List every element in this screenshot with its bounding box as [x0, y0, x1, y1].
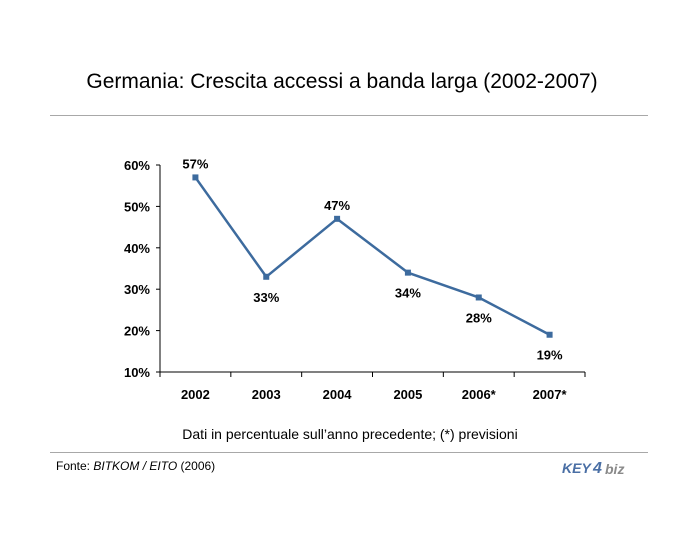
y-tick-label: 10%: [124, 365, 150, 380]
logo-text-biz: biz: [605, 461, 624, 477]
x-tick-label: 2005: [393, 387, 422, 402]
data-point: [475, 294, 482, 301]
x-tick-label: 2003: [252, 387, 281, 402]
data-point: [192, 174, 199, 181]
y-tick-label: 50%: [124, 199, 150, 214]
logo-text-four: 4: [592, 460, 602, 477]
series-line: [194, 176, 551, 336]
key4biz-logo: KEY 4 biz: [562, 460, 624, 477]
source-prefix: Fonte:: [56, 459, 94, 473]
bottom-divider: [50, 452, 648, 453]
data-label: 34%: [395, 286, 421, 301]
data-label: 47%: [324, 198, 350, 213]
x-tick-label: 2007*: [533, 387, 568, 402]
data-point: [546, 331, 553, 338]
data-label: 57%: [182, 156, 208, 171]
source-name: BITKOM / EITO: [93, 459, 178, 473]
line-chart: 10% 20% 30% 40% 50% 60% 2002 2003 2004 2005 2006* 2…: [124, 156, 586, 402]
chart-caption: Dati in percentuale sull’anno precedente…: [182, 426, 518, 442]
data-label: 28%: [466, 310, 492, 325]
data-point: [263, 273, 270, 280]
data-point: [404, 269, 411, 276]
top-divider: [50, 115, 648, 116]
x-tick-label: 2006*: [462, 387, 497, 402]
y-tick-label: 30%: [124, 282, 150, 297]
x-tick-label: 2002: [181, 387, 210, 402]
y-tick-label: 40%: [124, 241, 150, 256]
chart-title: Germania: Crescita accessi a banda larga…: [86, 70, 598, 93]
y-tick-label: 60%: [124, 158, 150, 173]
x-tick-label: 2004: [323, 387, 353, 402]
data-point: [334, 215, 341, 222]
data-label: 19%: [537, 348, 563, 363]
y-tick-label: 20%: [124, 324, 150, 339]
source-year: (2006): [177, 459, 216, 473]
source-note: Fonte: BITKOM / EITO (2006): [56, 459, 215, 473]
data-label: 33%: [253, 290, 279, 305]
logo-text-key: KEY: [562, 460, 592, 476]
